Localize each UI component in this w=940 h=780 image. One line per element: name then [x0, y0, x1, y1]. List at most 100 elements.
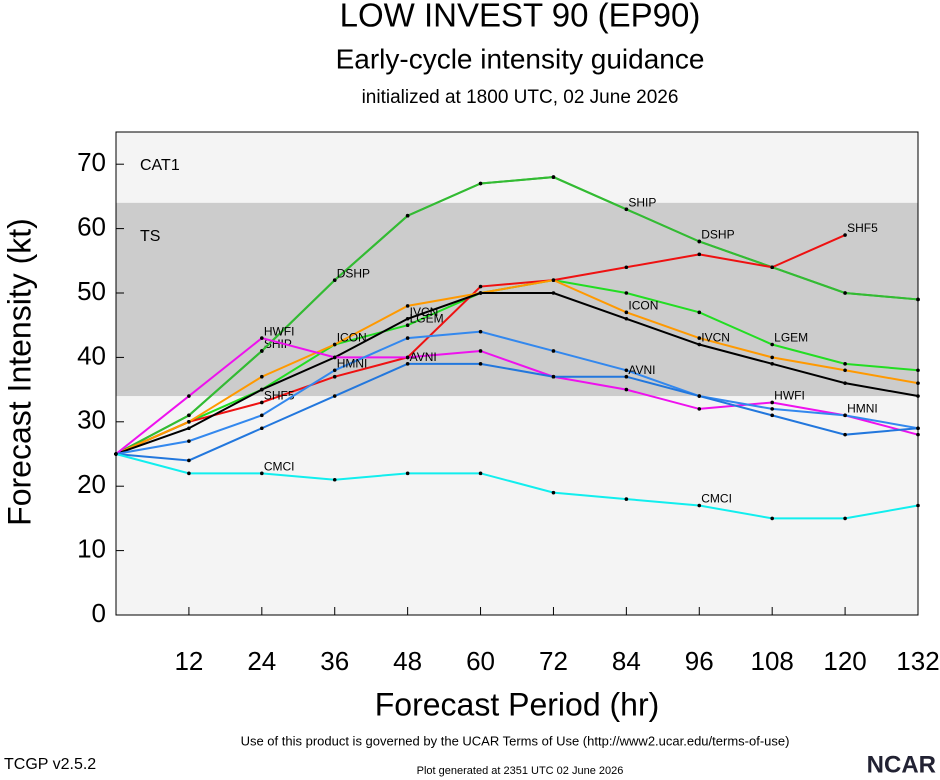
- series-point: [916, 368, 920, 373]
- series-point: [332, 278, 337, 282]
- series-point: [332, 477, 337, 482]
- series-point: [770, 265, 774, 270]
- y-axis-title: Forecast Intensity (kt): [1, 218, 37, 526]
- series-label: HMNI: [337, 356, 368, 370]
- series-point: [260, 374, 264, 379]
- x-tick-label: 72: [539, 646, 568, 676]
- series-point: [551, 490, 556, 495]
- series-point: [187, 394, 191, 398]
- series-point: [916, 503, 920, 508]
- series-point: [260, 426, 264, 431]
- x-tick-label: 108: [750, 646, 793, 676]
- series-label: IVCN: [410, 305, 439, 319]
- series-point: [405, 304, 410, 308]
- series-point: [697, 394, 702, 398]
- series-point: [405, 316, 410, 321]
- series-point: [624, 265, 629, 270]
- series-point: [624, 374, 629, 379]
- series-point: [332, 342, 337, 347]
- series-point: [624, 387, 629, 392]
- series-point: [624, 497, 629, 501]
- series-point: [916, 381, 920, 385]
- series-point: [551, 175, 556, 179]
- series-point: [478, 291, 483, 295]
- series-label: AVNI: [628, 363, 655, 377]
- series-point: [770, 355, 774, 360]
- y-tick-label: 0: [92, 598, 106, 628]
- series-point: [551, 374, 556, 379]
- series-point: [551, 278, 556, 282]
- series-label: ICON: [337, 331, 367, 345]
- series-point: [187, 413, 191, 418]
- series-point: [332, 368, 337, 373]
- series-point: [260, 349, 264, 353]
- series-point: [478, 329, 483, 334]
- series-line: [115, 336, 919, 455]
- series-point: [260, 387, 264, 392]
- series-point: [478, 362, 483, 366]
- series-point: [405, 362, 410, 366]
- series-point: [697, 503, 702, 508]
- series-point: [478, 181, 483, 186]
- series-point: [843, 368, 847, 373]
- series-line: [115, 292, 919, 455]
- series-point: [697, 310, 702, 315]
- series-point: [405, 471, 410, 476]
- series-point: [551, 291, 556, 295]
- series-point: [187, 439, 191, 443]
- series-label: CMCI: [701, 492, 732, 506]
- series-label: DSHP: [337, 266, 370, 280]
- series-label: SHF5: [264, 389, 295, 403]
- band-label: CAT1: [140, 157, 180, 174]
- series-point: [187, 426, 191, 431]
- x-tick-label: 96: [685, 646, 714, 676]
- series-label: HWFI: [774, 389, 805, 403]
- series-point: [260, 413, 264, 418]
- y-tick-label: 70: [77, 147, 106, 177]
- series-point: [843, 291, 847, 295]
- series-point: [697, 336, 702, 340]
- version: TCGP v2.5.2: [4, 756, 96, 773]
- series-label: LGEM: [774, 331, 808, 345]
- x-tick-label: 36: [320, 646, 349, 676]
- series-point: [697, 239, 702, 244]
- series-point: [405, 336, 410, 340]
- series-point: [405, 213, 410, 218]
- chart-subtitle: Early-cycle intensity guidance: [336, 43, 705, 74]
- y-tick-label: 60: [77, 211, 106, 241]
- series-point: [551, 349, 556, 353]
- series-line: [115, 330, 919, 455]
- series-point: [187, 471, 191, 476]
- terms: Use of this product is governed by the U…: [241, 733, 790, 748]
- series-point: [478, 471, 483, 476]
- y-tick-label: 50: [77, 276, 106, 306]
- y-tick-label: 10: [77, 533, 106, 563]
- series-point: [624, 207, 629, 212]
- series-point: [916, 432, 920, 437]
- series-label: HMNI: [847, 402, 878, 416]
- series-point: [332, 394, 337, 398]
- intensity-band: [116, 202, 918, 397]
- series-point: [843, 233, 847, 237]
- series-point: [843, 381, 847, 385]
- series-point: [697, 342, 702, 347]
- y-tick-label: 40: [77, 340, 106, 370]
- x-tick-label: 120: [823, 646, 866, 676]
- series-point: [843, 432, 847, 437]
- plot-area: CAT1 TS 0 10 20 30 40 50 60 70 12 24 36 48 60 72 84 96 108…: [77, 131, 940, 676]
- series-label: SHF5: [847, 221, 878, 235]
- plot-frame: [115, 131, 919, 616]
- chart-title: LOW INVEST 90 (EP90): [340, 0, 701, 34]
- x-tick-label: 132: [896, 646, 939, 676]
- x-tick-label: 48: [393, 646, 422, 676]
- series-point: [770, 400, 774, 405]
- init-time: initialized at 1800 UTC, 02 June 2026: [362, 87, 679, 108]
- x-tick-label: 60: [466, 646, 495, 676]
- series-point: [770, 342, 774, 347]
- series-point: [114, 452, 118, 456]
- band-label: TS: [140, 228, 160, 245]
- series-point: [260, 336, 264, 340]
- series-point: [624, 368, 629, 373]
- generated: Plot generated at 2351 UTC 02 June 2026: [417, 765, 624, 777]
